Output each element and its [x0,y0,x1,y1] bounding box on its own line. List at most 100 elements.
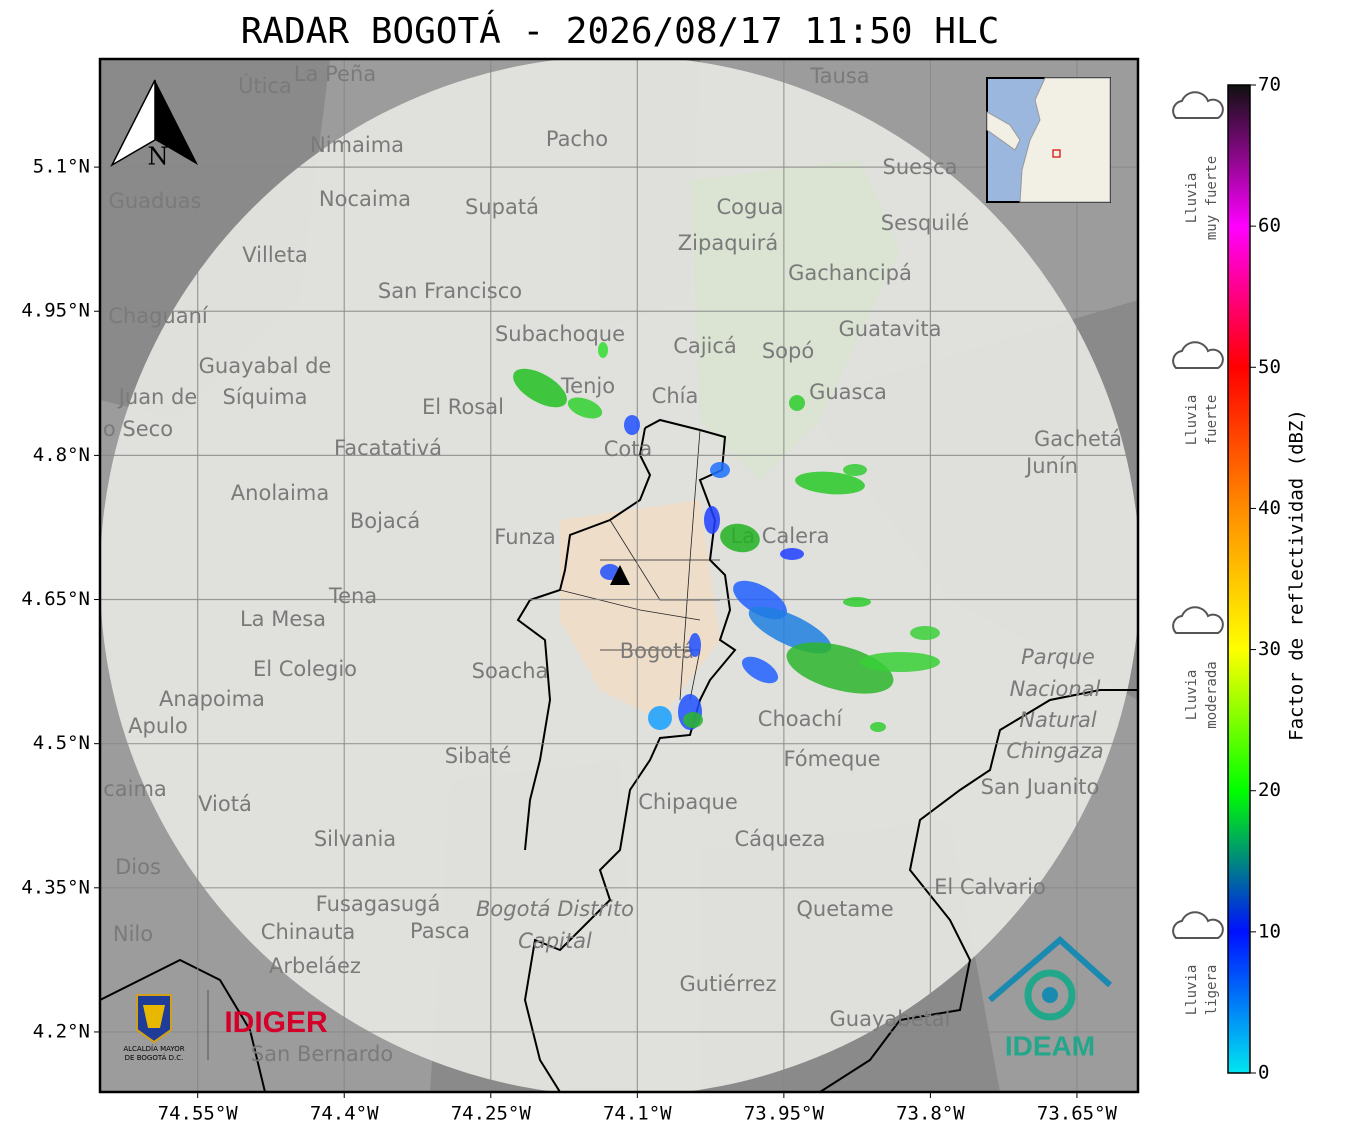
place-label: El Rosal [422,395,504,419]
place-label: Cajicá [673,334,737,358]
place-label: El Calvario [934,875,1046,899]
place-label: Gutiérrez [680,972,777,996]
place-label: Anapoima [159,687,265,711]
place-label: Guasca [809,380,887,404]
place-label: Suesca [883,155,958,179]
place-label: o Seco [103,417,173,441]
place-label: Capital [518,929,592,953]
place-label: Chaguaní [108,304,209,328]
radar-echo [720,523,760,553]
radar-echoes [513,342,940,732]
north-arrow-right [155,80,198,165]
colorbar-tick-label: 50 [1258,356,1281,378]
y-tick-label: 4.8°N [33,444,90,466]
x-tick-label: 73.65°W [1037,1103,1118,1125]
place-label: Nocaima [319,187,411,211]
place-label: Juan de [117,385,198,409]
place-label: Cota [604,437,653,461]
place-label: El Colegio [253,657,357,681]
rain-level-label: Lluvia [1184,965,1200,1016]
y-tick-label: 4.5°N [33,732,90,754]
rain-level-label: ligera [1204,965,1220,1016]
title: RADAR BOGOTÁ - 2026/08/17 11:50 HLC [241,10,1000,52]
radar-echo [910,626,940,640]
radar-echo [870,722,886,732]
place-label: Natural [1019,708,1097,732]
colorbar-tick-label: 40 [1258,497,1281,519]
place-label: Arbeláez [269,954,361,978]
place-label: San Bernardo [251,1042,393,1066]
colorbar-tick-label: 70 [1258,74,1281,96]
radar-echo [704,506,720,534]
colorbar-tick-label: 30 [1258,638,1281,660]
colorbar-tick-label: 10 [1258,920,1281,942]
place-label: Bogotá Distrito [476,897,634,921]
radar-echo [624,415,640,435]
place-label: Guaduas [109,189,202,213]
radar-echo [780,548,804,560]
alcaldia-text: ALCALDÍA MAYOR [123,1044,184,1053]
idiger-logo: IDIGER [224,1006,328,1039]
place-label: Zipaquirá [678,231,778,255]
alcaldia-logo: ALCALDÍA MAYOR DE BOGOTÁ D.C. IDIGER [123,990,328,1062]
place-label: Fusagasugá [316,892,441,916]
rain-level-label: muy fuerte [1204,156,1220,240]
eagle [143,1005,165,1028]
place-label: Dios [115,855,161,879]
radar-echo [648,706,672,730]
place-label: Nacional [1010,677,1101,701]
place-label: Subachoque [495,322,625,346]
radar-echo [843,597,871,607]
radar-echo [683,712,703,728]
place-label: Chía [652,384,699,408]
place-label: Cogua [716,195,783,219]
place-label: Útica [238,73,292,98]
place-label: Nimaima [310,133,404,157]
place-label: Funza [494,525,555,549]
place-label: Junín [1024,454,1078,478]
place-label: Gachancipá [788,261,912,285]
radar-echo [689,633,701,657]
place-label: La Peña [294,62,376,86]
place-label: Choachí [758,707,844,731]
place-label: Soacha [472,659,549,683]
ideam-eye [1042,987,1058,1003]
place-label: Anolaima [231,481,329,505]
y-tick-label: 5.1°N [33,156,90,178]
place-label: Nilo [113,922,153,946]
cloud-icon [1172,91,1224,119]
colorbar-tick-label: 0 [1258,1062,1269,1084]
north-label: N [148,143,169,171]
cloud-icon [1172,341,1224,369]
x-tick-label: 74.55°W [158,1103,239,1125]
x-tick-label: 73.95°W [744,1103,825,1125]
place-label: Guatavita [839,317,942,341]
rain-level-label: Lluvia [1184,173,1200,224]
x-tick-label: 74.4°W [310,1103,379,1125]
place-label: Bogotá [620,639,695,663]
ideam-swirl [1024,969,1076,1021]
place-label: Sesquilé [881,211,969,235]
ideam-roof [988,936,1113,1003]
radar-echo [860,652,940,672]
place-label: Silvania [314,827,396,851]
place-label: San Francisco [378,279,522,303]
place-label: Cáqueza [735,827,826,851]
radar-echo [513,368,567,408]
radar-echo [567,397,603,419]
place-label: Bojacá [350,509,420,533]
place-label: Quetame [796,897,893,921]
place-label: Supatá [465,195,539,219]
radar-echo [795,471,865,495]
place-label: Síquima [223,385,308,409]
place-label: Pasca [410,919,470,943]
cloud-icon [1172,911,1224,939]
place-label: La Mesa [240,607,326,631]
x-tick-label: 74.1°W [603,1103,672,1125]
y-tick-label: 4.2°N [33,1020,90,1042]
y-tick-label: 4.35°N [21,876,90,898]
place-label: Guayabal de [199,354,332,378]
x-tick-label: 74.25°W [451,1103,532,1125]
colorbar-tick-label: 20 [1258,779,1281,801]
